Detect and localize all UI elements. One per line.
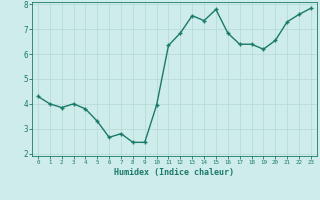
X-axis label: Humidex (Indice chaleur): Humidex (Indice chaleur) xyxy=(115,168,234,177)
